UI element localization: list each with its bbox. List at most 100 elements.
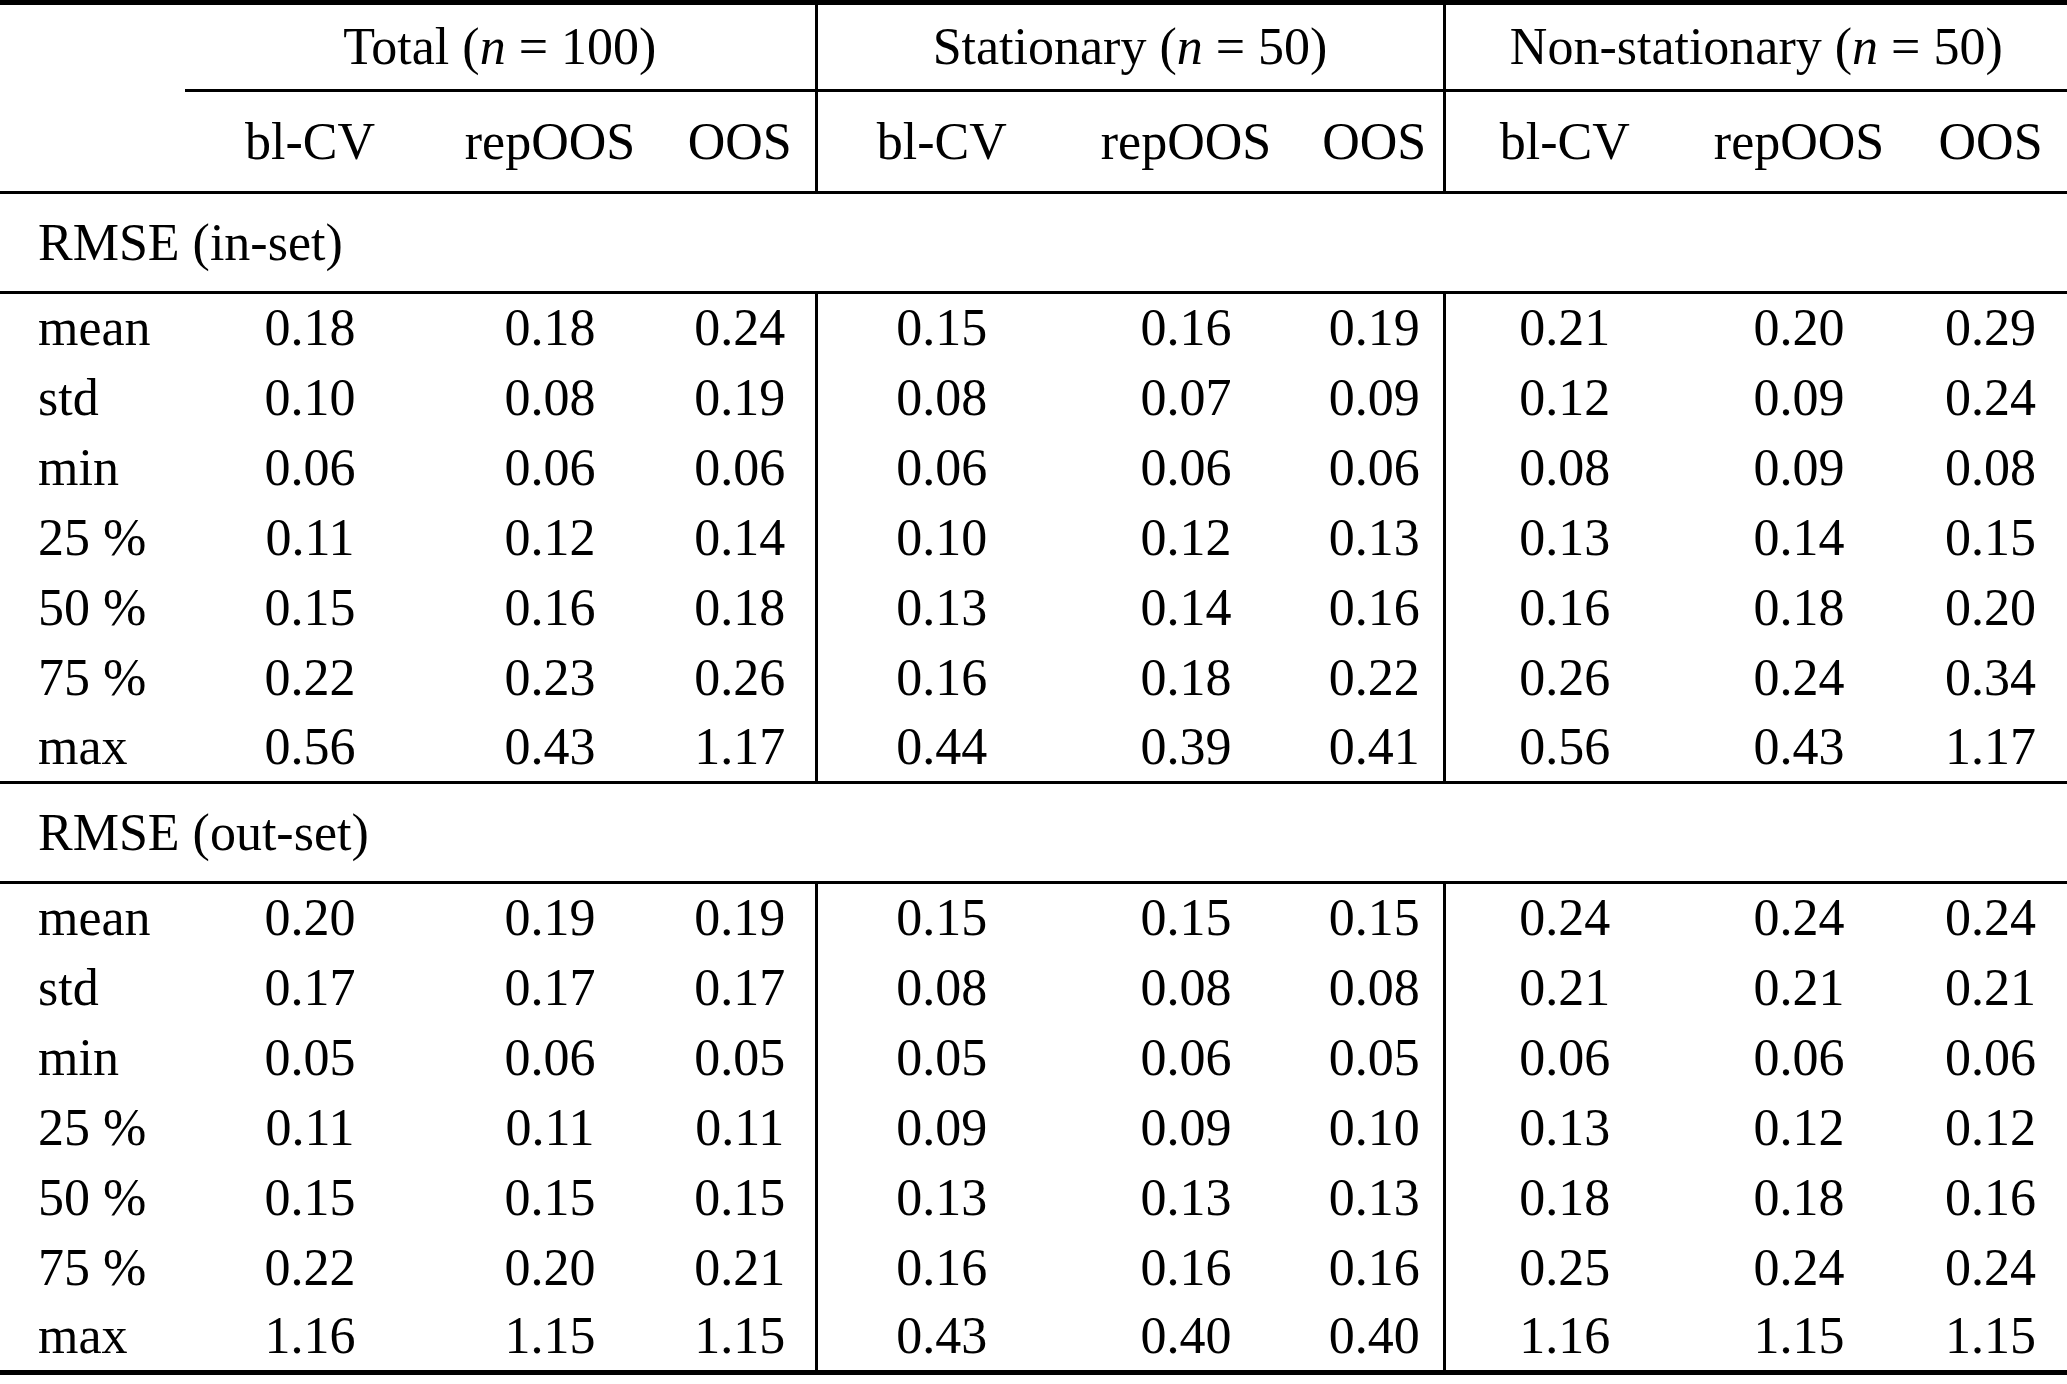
value-cell: 0.15 bbox=[1306, 883, 1444, 953]
value-cell: 0.16 bbox=[435, 573, 665, 643]
value-cell: 0.06 bbox=[1066, 433, 1306, 503]
value-cell: 0.08 bbox=[1444, 433, 1684, 503]
value-cell: 0.16 bbox=[816, 1233, 1066, 1303]
row-label: max bbox=[0, 1303, 185, 1373]
value-cell: 0.15 bbox=[665, 1163, 816, 1233]
table-row: 50 %0.150.160.180.130.140.160.160.180.20 bbox=[0, 573, 2067, 643]
value-cell: 0.56 bbox=[185, 713, 435, 783]
column-header-blcv: bl-CV bbox=[1444, 91, 1684, 193]
value-cell: 0.19 bbox=[665, 883, 816, 953]
value-cell: 0.18 bbox=[185, 293, 435, 363]
value-cell: 0.22 bbox=[185, 1233, 435, 1303]
column-header-blcv: bl-CV bbox=[185, 91, 435, 193]
value-cell: 0.15 bbox=[1066, 883, 1306, 953]
table-row: std0.170.170.170.080.080.080.210.210.21 bbox=[0, 953, 2067, 1023]
table-row: 75 %0.220.200.210.160.160.160.250.240.24 bbox=[0, 1233, 2067, 1303]
value-cell: 0.56 bbox=[1444, 713, 1684, 783]
value-cell: 0.11 bbox=[665, 1093, 816, 1163]
value-cell: 0.18 bbox=[665, 573, 816, 643]
value-cell: 0.08 bbox=[435, 363, 665, 433]
row-label: mean bbox=[0, 883, 185, 953]
value-cell: 0.18 bbox=[435, 293, 665, 363]
value-cell: 0.08 bbox=[1914, 433, 2067, 503]
row-label: 50 % bbox=[0, 573, 185, 643]
column-header-repoos: repOOS bbox=[1066, 91, 1306, 193]
value-cell: 0.08 bbox=[1066, 953, 1306, 1023]
value-cell: 0.17 bbox=[185, 953, 435, 1023]
value-cell: 0.24 bbox=[1684, 643, 1914, 713]
value-cell: 0.08 bbox=[816, 363, 1066, 433]
value-cell: 1.16 bbox=[185, 1303, 435, 1373]
value-cell: 0.18 bbox=[1684, 573, 1914, 643]
value-cell: 0.23 bbox=[435, 643, 665, 713]
row-label: 25 % bbox=[0, 1093, 185, 1163]
value-cell: 0.40 bbox=[1066, 1303, 1306, 1373]
value-cell: 0.24 bbox=[1684, 883, 1914, 953]
value-cell: 0.22 bbox=[185, 643, 435, 713]
value-cell: 0.17 bbox=[435, 953, 665, 1023]
math-n: n bbox=[1177, 18, 1203, 75]
value-cell: 0.19 bbox=[665, 363, 816, 433]
table-row: 25 %0.110.120.140.100.120.130.130.140.15 bbox=[0, 503, 2067, 573]
row-label: mean bbox=[0, 293, 185, 363]
value-cell: 0.20 bbox=[1684, 293, 1914, 363]
value-cell: 0.24 bbox=[1684, 1233, 1914, 1303]
value-cell: 0.17 bbox=[665, 953, 816, 1023]
group-header-non-stationary: Non-stationary (n = 50) bbox=[1444, 3, 2067, 91]
value-cell: 1.17 bbox=[665, 713, 816, 783]
value-cell: 0.21 bbox=[1914, 953, 2067, 1023]
value-cell: 0.40 bbox=[1306, 1303, 1444, 1373]
group-header-stationary-count: = 50) bbox=[1203, 18, 1328, 75]
table-row: max0.560.431.170.440.390.410.560.431.17 bbox=[0, 713, 2067, 783]
section-header-row: RMSE (out-set) bbox=[0, 783, 2067, 883]
value-cell: 0.12 bbox=[1444, 363, 1684, 433]
value-cell: 0.13 bbox=[816, 1163, 1066, 1233]
value-cell: 0.06 bbox=[1066, 1023, 1306, 1093]
row-label: 75 % bbox=[0, 643, 185, 713]
value-cell: 0.12 bbox=[1066, 503, 1306, 573]
stub-spacer bbox=[0, 91, 185, 193]
value-cell: 0.05 bbox=[185, 1023, 435, 1093]
value-cell: 0.15 bbox=[185, 1163, 435, 1233]
value-cell: 0.09 bbox=[1684, 433, 1914, 503]
column-header-oos: OOS bbox=[1914, 91, 2067, 193]
value-cell: 0.18 bbox=[1444, 1163, 1684, 1233]
section-header-row: RMSE (in-set) bbox=[0, 193, 2067, 293]
value-cell: 0.09 bbox=[1306, 363, 1444, 433]
value-cell: 0.21 bbox=[1684, 953, 1914, 1023]
row-label: std bbox=[0, 363, 185, 433]
value-cell: 0.21 bbox=[1444, 293, 1684, 363]
value-cell: 0.19 bbox=[435, 883, 665, 953]
table-row: 75 %0.220.230.260.160.180.220.260.240.34 bbox=[0, 643, 2067, 713]
value-cell: 0.41 bbox=[1306, 713, 1444, 783]
value-cell: 0.10 bbox=[185, 363, 435, 433]
value-cell: 0.25 bbox=[1444, 1233, 1684, 1303]
value-cell: 1.15 bbox=[435, 1303, 665, 1373]
value-cell: 0.21 bbox=[1444, 953, 1684, 1023]
table-row: min0.060.060.060.060.060.060.080.090.08 bbox=[0, 433, 2067, 503]
math-n: n bbox=[480, 18, 506, 75]
column-header-blcv: bl-CV bbox=[816, 91, 1066, 193]
value-cell: 0.09 bbox=[1684, 363, 1914, 433]
value-cell: 0.05 bbox=[1306, 1023, 1444, 1093]
group-header-non-stationary-text: Non-stationary ( bbox=[1510, 18, 1852, 75]
row-label: 75 % bbox=[0, 1233, 185, 1303]
value-cell: 0.08 bbox=[1306, 953, 1444, 1023]
row-label: 25 % bbox=[0, 503, 185, 573]
value-cell: 0.24 bbox=[1914, 363, 2067, 433]
value-cell: 0.05 bbox=[816, 1023, 1066, 1093]
column-header-repoos: repOOS bbox=[1684, 91, 1914, 193]
value-cell: 0.19 bbox=[1306, 293, 1444, 363]
group-header-non-stationary-count: = 50) bbox=[1878, 18, 2003, 75]
value-cell: 0.13 bbox=[1066, 1163, 1306, 1233]
value-cell: 0.34 bbox=[1914, 643, 2067, 713]
value-cell: 0.44 bbox=[816, 713, 1066, 783]
row-label: min bbox=[0, 1023, 185, 1093]
value-cell: 0.06 bbox=[816, 433, 1066, 503]
value-cell: 0.13 bbox=[816, 573, 1066, 643]
value-cell: 0.20 bbox=[185, 883, 435, 953]
value-cell: 0.13 bbox=[1444, 1093, 1684, 1163]
table-row: std0.100.080.190.080.070.090.120.090.24 bbox=[0, 363, 2067, 433]
value-cell: 0.16 bbox=[1066, 1233, 1306, 1303]
group-header-total-text: Total ( bbox=[343, 18, 479, 75]
